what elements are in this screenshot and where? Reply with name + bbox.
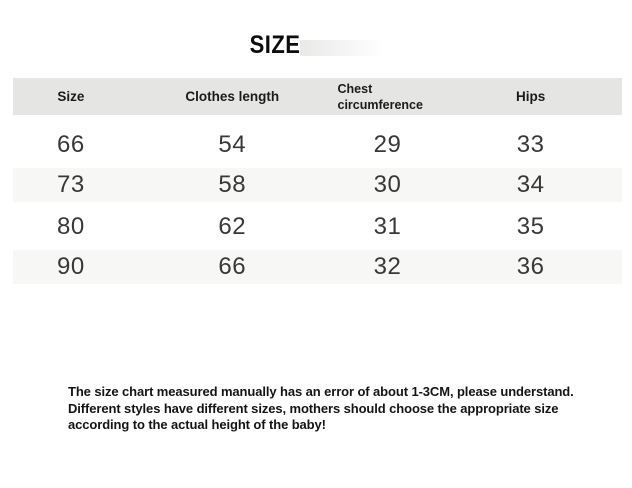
cell-hips: 34 <box>516 171 545 198</box>
cell-hips: 33 <box>516 130 545 158</box>
cell-clothes-length: 58 <box>218 171 247 198</box>
cell-size: 73 <box>57 171 85 198</box>
table-row: 66 54 29 33 <box>13 124 622 165</box>
cell-chest-circumference: 31 <box>373 212 402 240</box>
cell-size: 90 <box>57 253 85 280</box>
table-row: 90 66 32 36 <box>13 247 622 288</box>
column-header-chest-circumference-label: Chest circumference <box>337 81 423 112</box>
column-header-chest-circumference: Chest circumference <box>336 81 440 113</box>
cell-chest-circumference: 30 <box>373 171 402 198</box>
cell-clothes-length: 54 <box>218 130 247 158</box>
table-row: 73 58 30 34 <box>13 165 622 206</box>
title-watermark <box>300 40 385 56</box>
cell-chest-circumference: 29 <box>373 130 402 158</box>
cell-clothes-length: 66 <box>218 253 247 280</box>
page-title: SIZE <box>249 31 301 59</box>
column-header-size: Size <box>57 89 85 104</box>
cell-hips: 35 <box>516 212 545 240</box>
cell-size: 66 <box>57 130 85 158</box>
table-row: 80 62 31 35 <box>13 206 622 247</box>
column-header-hips: Hips <box>515 89 546 104</box>
cell-size: 80 <box>57 212 85 240</box>
disclaimer-text: The size chart measured manually has an … <box>68 384 574 432</box>
table-header-row: Size Clothes length Chest circumference … <box>13 78 622 115</box>
column-header-clothes-length: Clothes length <box>185 89 280 104</box>
size-table: Size Clothes length Chest circumference … <box>13 78 622 288</box>
cell-hips: 36 <box>516 253 545 280</box>
cell-chest-circumference: 32 <box>373 253 402 280</box>
cell-clothes-length: 62 <box>218 212 247 240</box>
